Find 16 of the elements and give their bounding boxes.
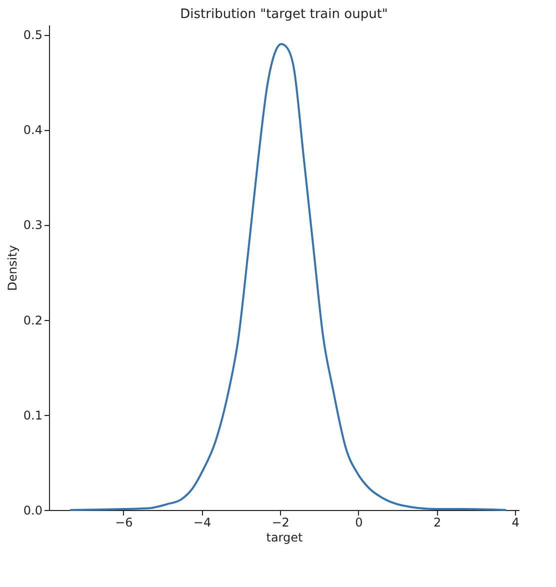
y-tick-label: 0.0 bbox=[23, 504, 42, 518]
x-tick-label: 0 bbox=[355, 516, 363, 530]
y-tick-label: 0.3 bbox=[23, 218, 42, 232]
x-tick-label: 2 bbox=[433, 516, 442, 530]
y-tick-label: 0.4 bbox=[23, 123, 42, 138]
x-tick-label: −6 bbox=[115, 516, 133, 530]
y-tick-label: 0.2 bbox=[23, 313, 42, 328]
line-series bbox=[69, 43, 508, 511]
x-tick-label: 4 bbox=[512, 516, 520, 530]
x-tick-label: −2 bbox=[272, 516, 290, 530]
y-tick-label: 0.5 bbox=[23, 28, 42, 42]
chart-title: Distribution "target train ouput" bbox=[180, 7, 388, 22]
x-tick-label: −4 bbox=[193, 516, 212, 530]
x-axis-title: target bbox=[266, 530, 304, 544]
y-axis-title: Density bbox=[5, 245, 20, 291]
y-tick-label: 0.1 bbox=[23, 408, 42, 422]
